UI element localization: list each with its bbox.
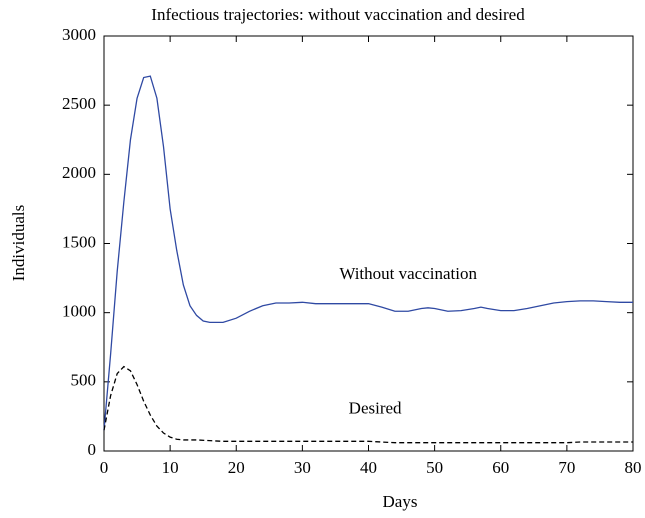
x-tick-label: 20 (228, 458, 245, 477)
chart-title: Infectious trajectories: without vaccina… (151, 5, 525, 24)
x-tick-label: 70 (558, 458, 575, 477)
x-tick-label: 60 (492, 458, 509, 477)
y-tick-label: 2000 (62, 163, 96, 182)
annotation: Without vaccination (339, 264, 477, 283)
annotation: Desired (349, 398, 402, 417)
series-line (103, 75, 633, 431)
y-tick-label: 500 (71, 371, 97, 390)
y-tick-label: 1000 (62, 302, 96, 321)
x-tick-label: 80 (625, 458, 642, 477)
x-tick-label: 30 (294, 458, 311, 477)
y-tick-label: 2500 (62, 94, 96, 113)
y-axis-label: Individuals (9, 205, 28, 282)
x-tick-label: 40 (360, 458, 377, 477)
y-tick-label: 0 (88, 440, 97, 459)
y-tick-label: 1500 (62, 232, 96, 251)
x-tick-label: 10 (162, 458, 179, 477)
x-tick-label: 50 (426, 458, 443, 477)
y-tick-label: 3000 (62, 25, 96, 44)
plot-frame (103, 35, 634, 452)
x-axis-label: Days (383, 492, 418, 511)
x-tick-label: 0 (100, 458, 109, 477)
series-line (103, 365, 633, 444)
